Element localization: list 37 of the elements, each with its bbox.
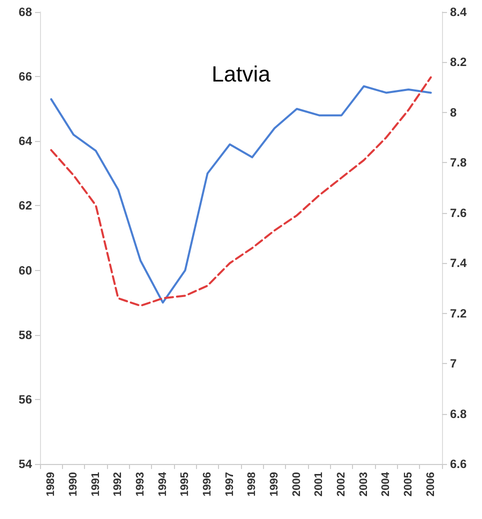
y2-tick-label: 7.2 — [450, 306, 468, 320]
x-tick-label: 1995 — [179, 472, 192, 496]
y2-tick-label: 7.6 — [450, 206, 468, 220]
y2-tick-label: 7 — [450, 356, 457, 371]
y2-tick-label: 6.8 — [450, 406, 468, 421]
x-tick-label: 1999 — [268, 472, 280, 496]
y2-tick-label: 6.6 — [450, 457, 468, 471]
y-tick-label: 64 — [18, 134, 32, 148]
x-tick-label: 2004 — [380, 471, 392, 496]
x-tick-label: 1993 — [134, 472, 146, 496]
y-tick-label: 66 — [18, 70, 32, 84]
y2-tick-label: 7.4 — [450, 256, 468, 270]
x-tick-label: 2006 — [424, 472, 437, 496]
y2-tick-label: 7.8 — [450, 156, 468, 170]
y-tick-label: 58 — [18, 328, 32, 342]
x-tick-label: 2005 — [402, 472, 414, 496]
text: Latvia — [212, 62, 272, 86]
x-tick-label: 2000 — [290, 472, 303, 496]
x-tick-label: 1998 — [246, 472, 258, 496]
y-tick-label: 68 — [18, 5, 32, 19]
x-tick-label: 2003 — [358, 472, 370, 496]
x-tick-label: 1989 — [45, 472, 58, 496]
x-tick-label: 1996 — [202, 472, 214, 496]
x-tick-label: 1994 — [156, 471, 169, 496]
x-tick-label: 1997 — [224, 472, 236, 496]
y-tick-label: 60 — [18, 263, 32, 278]
y-tick-label: 54 — [18, 457, 32, 471]
y-tick-label: 62 — [18, 198, 32, 213]
x-tick-label: 2001 — [313, 472, 326, 496]
x-tick-label: 1990 — [68, 472, 80, 496]
y-tick-label: 56 — [18, 392, 32, 406]
y2-tick-label: 8.2 — [450, 55, 468, 70]
y2-tick-label: 8 — [450, 105, 457, 120]
x-tick-label: 1991 — [90, 472, 102, 496]
x-tick-label: 1992 — [112, 472, 124, 496]
x-tick-label: 2002 — [336, 472, 348, 496]
y2-tick-label: 8.4 — [450, 5, 468, 19]
